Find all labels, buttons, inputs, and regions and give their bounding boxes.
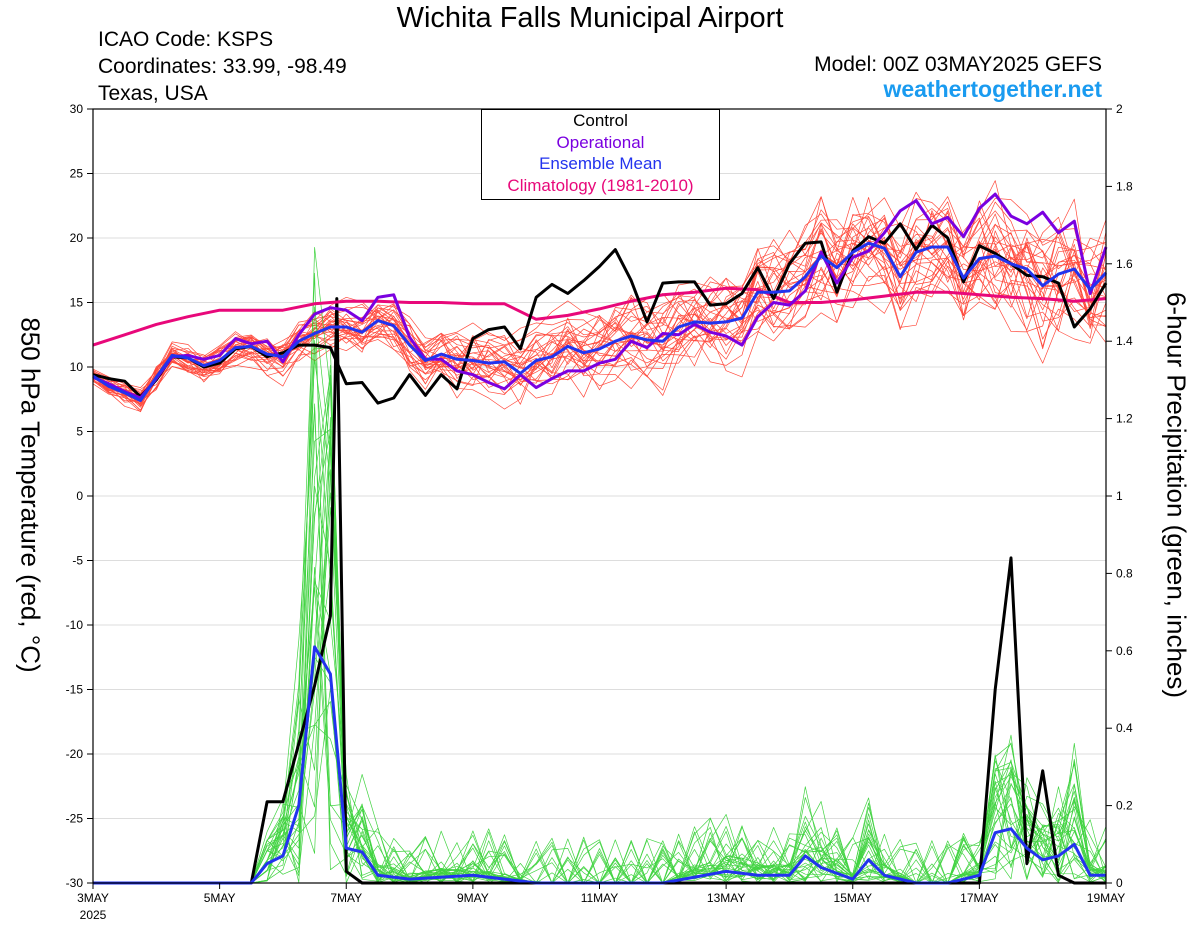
temp-line-control [92,222,1108,405]
temperature-member-line [92,191,1107,400]
region: Texas, USA [98,82,208,105]
y-tick-label-left: -25 [66,812,84,826]
coordinates: Coordinates: 33.99, -98.49 [98,55,347,78]
temperature-member-line [92,214,1107,407]
precip-line-ensemble-mean [93,645,1106,885]
y-tick-label-right: 0 [1116,876,1123,890]
y-tick-label-right: 1.4 [1116,334,1133,348]
y-tick-label-right: 2 [1116,102,1123,116]
x-tick-label: 15MAY [834,891,872,905]
temperature-member-line [92,230,1107,398]
y-tick-label-left: -30 [66,876,84,890]
temp-line-climatology [92,286,1107,347]
chart-title: Wichita Falls Municipal Airport [396,2,784,34]
x-tick-label: 5MAY [204,891,236,905]
temperature-member-line [92,259,1107,397]
y-tick-label-right: 0.8 [1116,566,1133,580]
y-tick-label-left: 0 [76,489,83,503]
y-tick-label-left: -5 [72,554,83,568]
temperature-member-line [92,222,1107,411]
y-tick-label-left: -10 [66,618,84,632]
y-tick-label-right: 0.4 [1116,721,1133,735]
y-tick-label-right: 1.2 [1116,412,1133,426]
y-tick-label-left: 5 [76,425,83,439]
temp-line-ensemble-mean [92,241,1108,402]
y-tick-label-left: -15 [66,683,84,697]
temp-line-operational [92,192,1108,400]
temperature-member-line [92,227,1107,392]
y-tick-label-left: 15 [70,296,84,310]
x-tick-label: 19MAY [1087,891,1125,905]
y-tick-label-right: 0.6 [1116,644,1133,658]
temperature-member-line [92,214,1107,395]
x-tick-label: 9MAY [457,891,489,905]
temperature-member-line [92,210,1107,413]
legend-item-control: Control [573,111,628,130]
y-tick-label-right: 0.2 [1116,799,1133,813]
y-tick-label-right: 1 [1116,489,1123,503]
x-tick-label: 17MAY [960,891,998,905]
y-tick-label-left: 30 [70,102,84,116]
x-tick-label: 13MAY [707,891,745,905]
y-tick-label-right: 1.8 [1116,179,1133,193]
legend-item-ensemble-mean: Ensemble Mean [539,154,662,173]
icao-code: ICAO Code: KSPS [98,28,274,51]
y-tick-label-left: 10 [70,360,84,374]
temperature-member-line [92,196,1107,399]
legend-item-operational: Operational [556,132,645,152]
x-tick-label: 7MAY [330,891,362,905]
x-tick-label: 3MAY [77,891,109,905]
legend: Control Operational Ensemble Mean Climat… [481,109,720,200]
y-tick-label-left: -20 [66,747,84,761]
x-year-label: 2025 [80,908,107,922]
y-tick-label-left: 20 [70,231,84,245]
x-tick-label: 11MAY [581,891,619,905]
y-tick-label-right: 1.6 [1116,257,1133,271]
y-tick-label-left: 25 [70,167,84,181]
legend-item-climatology: Climatology (1981-2010) [507,175,694,195]
site-link[interactable]: weathertogether.net [883,76,1102,102]
model-run: Model: 00Z 03MAY2025 GEFS [814,53,1102,76]
temperature-member-line [92,196,1107,404]
